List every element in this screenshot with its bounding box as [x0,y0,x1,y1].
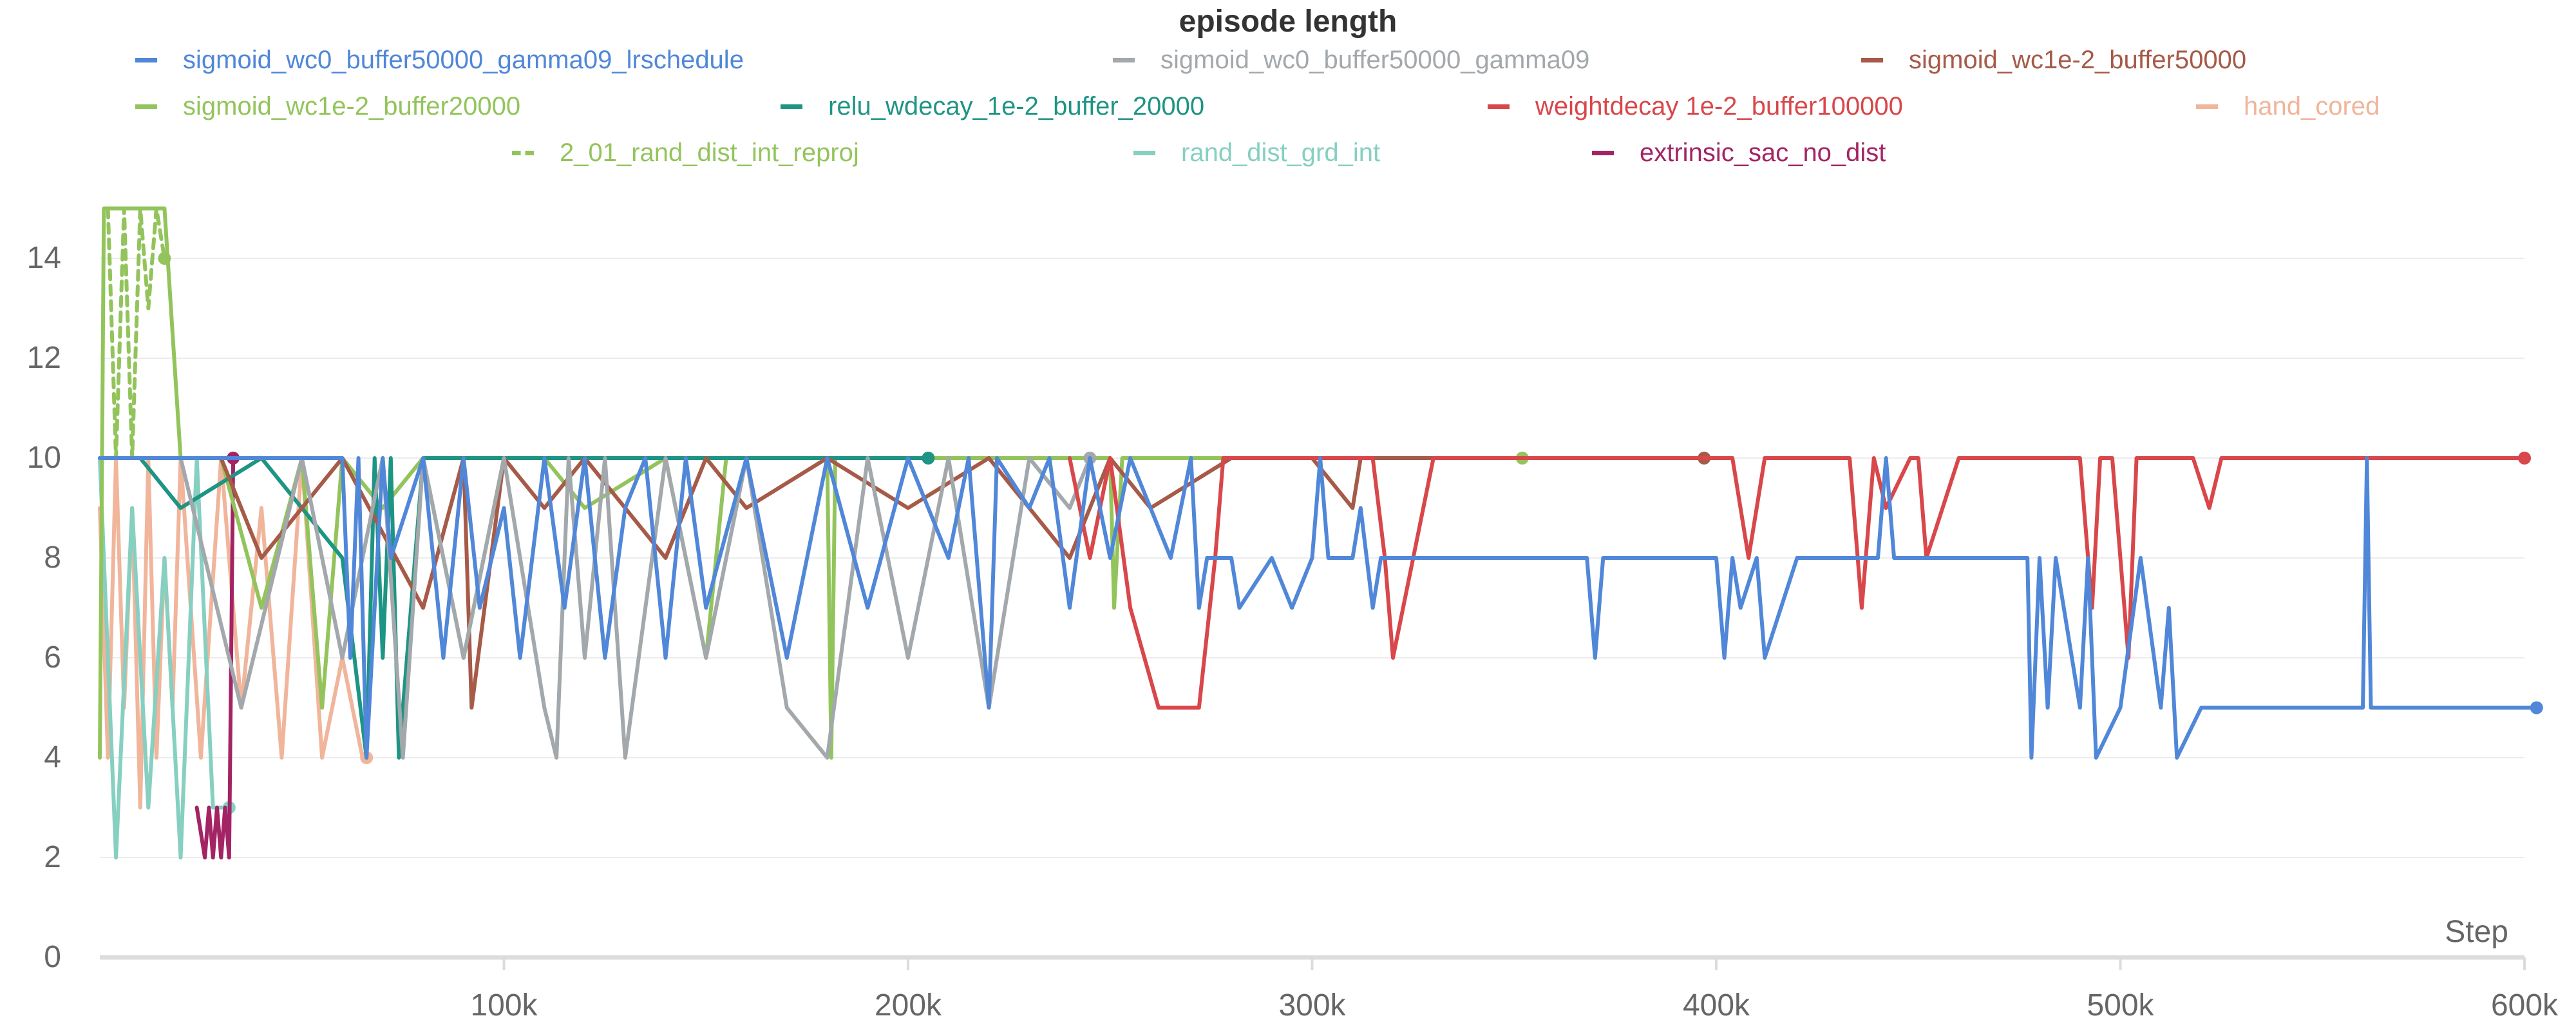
x-tick-label: 400k [1683,988,1750,1022]
legend-item[interactable]: sigmoid_wc0_buffer50000_gamma09_lrschedu… [135,46,744,75]
y-tick-label: 8 [44,541,61,575]
y-tick-label: 12 [27,341,61,375]
legend-label: sigmoid_wc1e-2_buffer20000 [183,92,521,120]
series-line-8 [98,456,231,859]
series-line-5 [1068,456,2526,710]
legend-item[interactable]: rand_dist_grd_int [1133,139,1380,168]
series-line-1 [178,456,1092,760]
legend-label: rand_dist_grd_int [1181,139,1381,167]
legend-label: 2_01_rand_dist_int_reproj [560,139,859,167]
legend-swatch [135,58,157,62]
y-tick-label: 6 [44,640,61,675]
legend-swatch [1113,58,1135,62]
x-axis-label: Step [2445,915,2508,949]
x-tick-label: 100k [470,988,538,1022]
series-end-marker-0 [2530,701,2543,715]
y-tick-label: 14 [27,241,61,275]
x-tick-label: 500k [2087,988,2154,1022]
legend-item[interactable]: 2_01_rand_dist_int_reproj [512,139,859,168]
legend-label: sigmoid_wc1e-2_buffer50000 [1909,46,2247,74]
series-line-3 [98,206,1524,760]
y-tick-label: 4 [44,740,61,774]
legend-item[interactable]: hand_cored [2196,92,2380,121]
legend-item[interactable]: extrinsic_sac_no_dist [1592,139,1886,168]
legend-swatch [1488,104,1510,109]
legend-item[interactable]: sigmoid_wc1e-2_buffer50000 [1861,46,2246,75]
x-tick-label: 600k [2491,988,2559,1022]
x-tick-label: 200k [875,988,942,1022]
legend-label: weightdecay 1e-2_buffer100000 [1535,92,1903,120]
legend-label: sigmoid_wc0_buffer50000_gamma09_lrschedu… [183,46,744,74]
legend-item[interactable]: weightdecay 1e-2_buffer100000 [1488,92,1903,121]
legend-swatch [2196,104,2218,109]
series-line-4 [98,456,931,760]
chart-title: episode length [1179,5,1397,39]
legend-item[interactable]: sigmoid_wc1e-2_buffer20000 [135,92,520,121]
series-end-marker-4 [922,452,935,465]
legend-swatch [1133,151,1155,155]
series-end-marker-7 [158,252,171,265]
legend-swatch [781,104,802,109]
legend-swatch [512,151,534,155]
series-line-2 [219,456,1707,710]
legend-label: relu_wdecay_1e-2_buffer_20000 [828,92,1205,120]
y-tick-label: 10 [27,441,61,475]
legend-label: extrinsic_sac_no_dist [1640,139,1886,167]
legend-label: hand_cored [2244,92,2380,120]
series-line-0 [98,456,2539,760]
legend-item[interactable]: sigmoid_wc0_buffer50000_gamma09 [1113,46,1589,75]
legend-swatch [1592,151,1614,155]
series-line-9 [194,456,236,859]
legend-item[interactable]: relu_wdecay_1e-2_buffer_20000 [781,92,1204,121]
y-tick-label: 2 [44,840,61,874]
series-end-marker-5 [2518,452,2531,465]
x-tick-label: 300k [1278,988,1346,1022]
legend-label: sigmoid_wc0_buffer50000_gamma09 [1160,46,1590,74]
legend-swatch [1861,58,1883,62]
y-tick-label: 0 [44,940,61,974]
legend-swatch [135,104,157,109]
series-line-7 [106,206,167,460]
